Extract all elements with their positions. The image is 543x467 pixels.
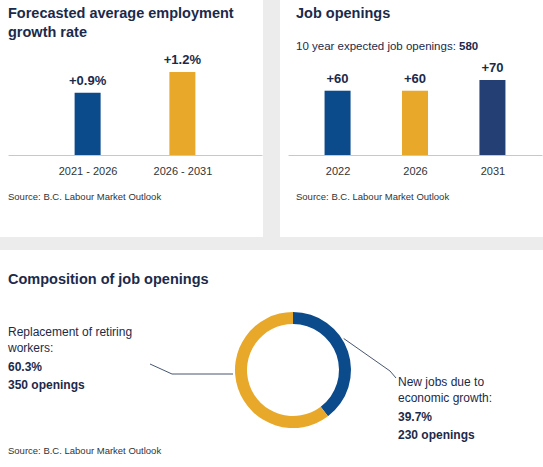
tick: 2026 [403,165,427,177]
donut [235,312,351,428]
category-label: Replacement of retiring workers: [7,325,132,355]
background [0,0,543,467]
tick-label: 2026 - 2031 [154,165,213,177]
bar [169,72,195,155]
tick-label: 2022 [326,165,350,177]
leader-line [344,339,396,378]
count-label: 230 openings [398,428,475,442]
chart-title: Forecasted average employment growth rate [8,5,234,40]
chart-panel: Job openings 10 year expected job opening… [280,0,543,237]
source: Source: B.C. Labour Market Outlook [296,191,449,202]
text-line: workers: [7,341,53,355]
text-line: New jobs due to [398,375,484,389]
tick: 2026 - 2031 [154,165,213,177]
chart-panel: Composition of job openings New jobs due … [0,250,543,467]
leader-line [150,364,233,374]
panel-background [0,250,543,467]
tick: 2031 [481,165,505,177]
bar [402,91,428,155]
category-label: New jobs due to economic growth: [398,375,492,405]
axis-line [9,155,263,156]
data-label: 60.3% [8,360,42,374]
text-line: Replacement of retiring [8,325,132,339]
data-label: +0.9% [69,73,107,88]
x-axis: 2022 2026 2031 [289,156,543,177]
subtitle: 10 year expected job openings: 580 [296,40,478,52]
data-label: +1.2% [164,52,202,67]
slice-label: Replacement of retiring workers: 60.3% 350 … [7,325,233,392]
slice-label: New jobs due to economic growth: 39.7% 230 … [344,339,492,442]
bar [479,80,505,155]
axis-line [289,155,543,156]
text-line: economic growth: [398,391,492,405]
chart-title: Job openings [296,5,390,21]
figure: Forecasted average employment growth rate… [0,0,543,467]
count-label: 350 openings [8,378,85,392]
donut-slice [293,312,351,416]
tick-label: 2026 [403,165,427,177]
bar [75,93,101,155]
tick-label: 2031 [481,165,505,177]
panel-background [0,0,263,237]
chart-panel: Forecasted average employment growth rate… [0,0,263,237]
subtitle-text: 10 year expected job openings: [296,40,459,52]
source: Source: B.C. Labour Market Outlook [8,191,161,202]
donut-slice [235,312,328,428]
data-label: +60 [404,71,426,86]
tick: 2021 - 2026 [59,165,118,177]
bars [325,80,506,155]
data-label: +60 [327,71,349,86]
source: Source: B.C. Labour Market Outlook [8,445,161,456]
text-line: growth rate [8,24,87,40]
data-label: 39.7% [398,410,432,424]
chart-title: Composition of job openings [8,271,209,287]
x-axis: 2021 - 2026 2026 - 2031 [9,156,263,177]
tick: 2022 [326,165,350,177]
text-line: Job openings [296,5,390,21]
bar [325,91,351,155]
data-label: +70 [481,60,503,75]
subtitle-total: 580 [459,40,478,52]
data-labels: +60 +60 +70 [327,60,504,86]
tick-label: 2021 - 2026 [59,165,118,177]
data-labels: +0.9% +1.2% [69,52,201,88]
text-line: Forecasted average employment [8,5,234,21]
panel-background [280,0,543,237]
